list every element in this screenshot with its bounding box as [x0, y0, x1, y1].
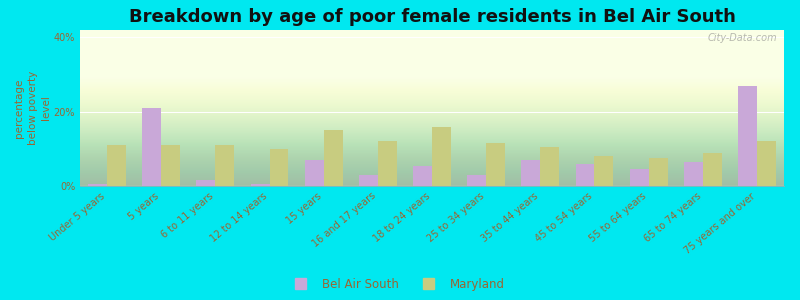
Bar — [250, 184, 270, 186]
Bar — [575, 164, 594, 186]
Bar — [378, 141, 397, 186]
Bar — [467, 175, 486, 186]
Bar — [270, 149, 289, 186]
Bar — [684, 162, 702, 186]
Text: City-Data.com: City-Data.com — [707, 33, 777, 43]
Title: Breakdown by age of poor female residents in Bel Air South: Breakdown by age of poor female resident… — [129, 8, 735, 26]
Bar — [540, 147, 559, 186]
Bar — [432, 127, 451, 186]
Bar — [630, 169, 649, 186]
Bar — [162, 145, 180, 186]
Bar — [702, 153, 722, 186]
Bar — [88, 184, 107, 186]
Bar — [486, 143, 505, 186]
Bar — [107, 145, 126, 186]
Bar — [649, 158, 667, 186]
Y-axis label: percentage
below poverty
level: percentage below poverty level — [14, 71, 51, 145]
Bar — [738, 86, 757, 186]
Bar — [305, 160, 324, 186]
Bar — [215, 145, 234, 186]
Bar — [359, 175, 378, 186]
Bar — [757, 141, 776, 186]
Bar — [413, 166, 432, 186]
Bar — [594, 156, 614, 186]
Bar — [324, 130, 342, 186]
Bar — [142, 108, 162, 186]
Bar — [197, 180, 215, 186]
Bar — [522, 160, 540, 186]
Legend: Bel Air South, Maryland: Bel Air South, Maryland — [295, 278, 505, 291]
